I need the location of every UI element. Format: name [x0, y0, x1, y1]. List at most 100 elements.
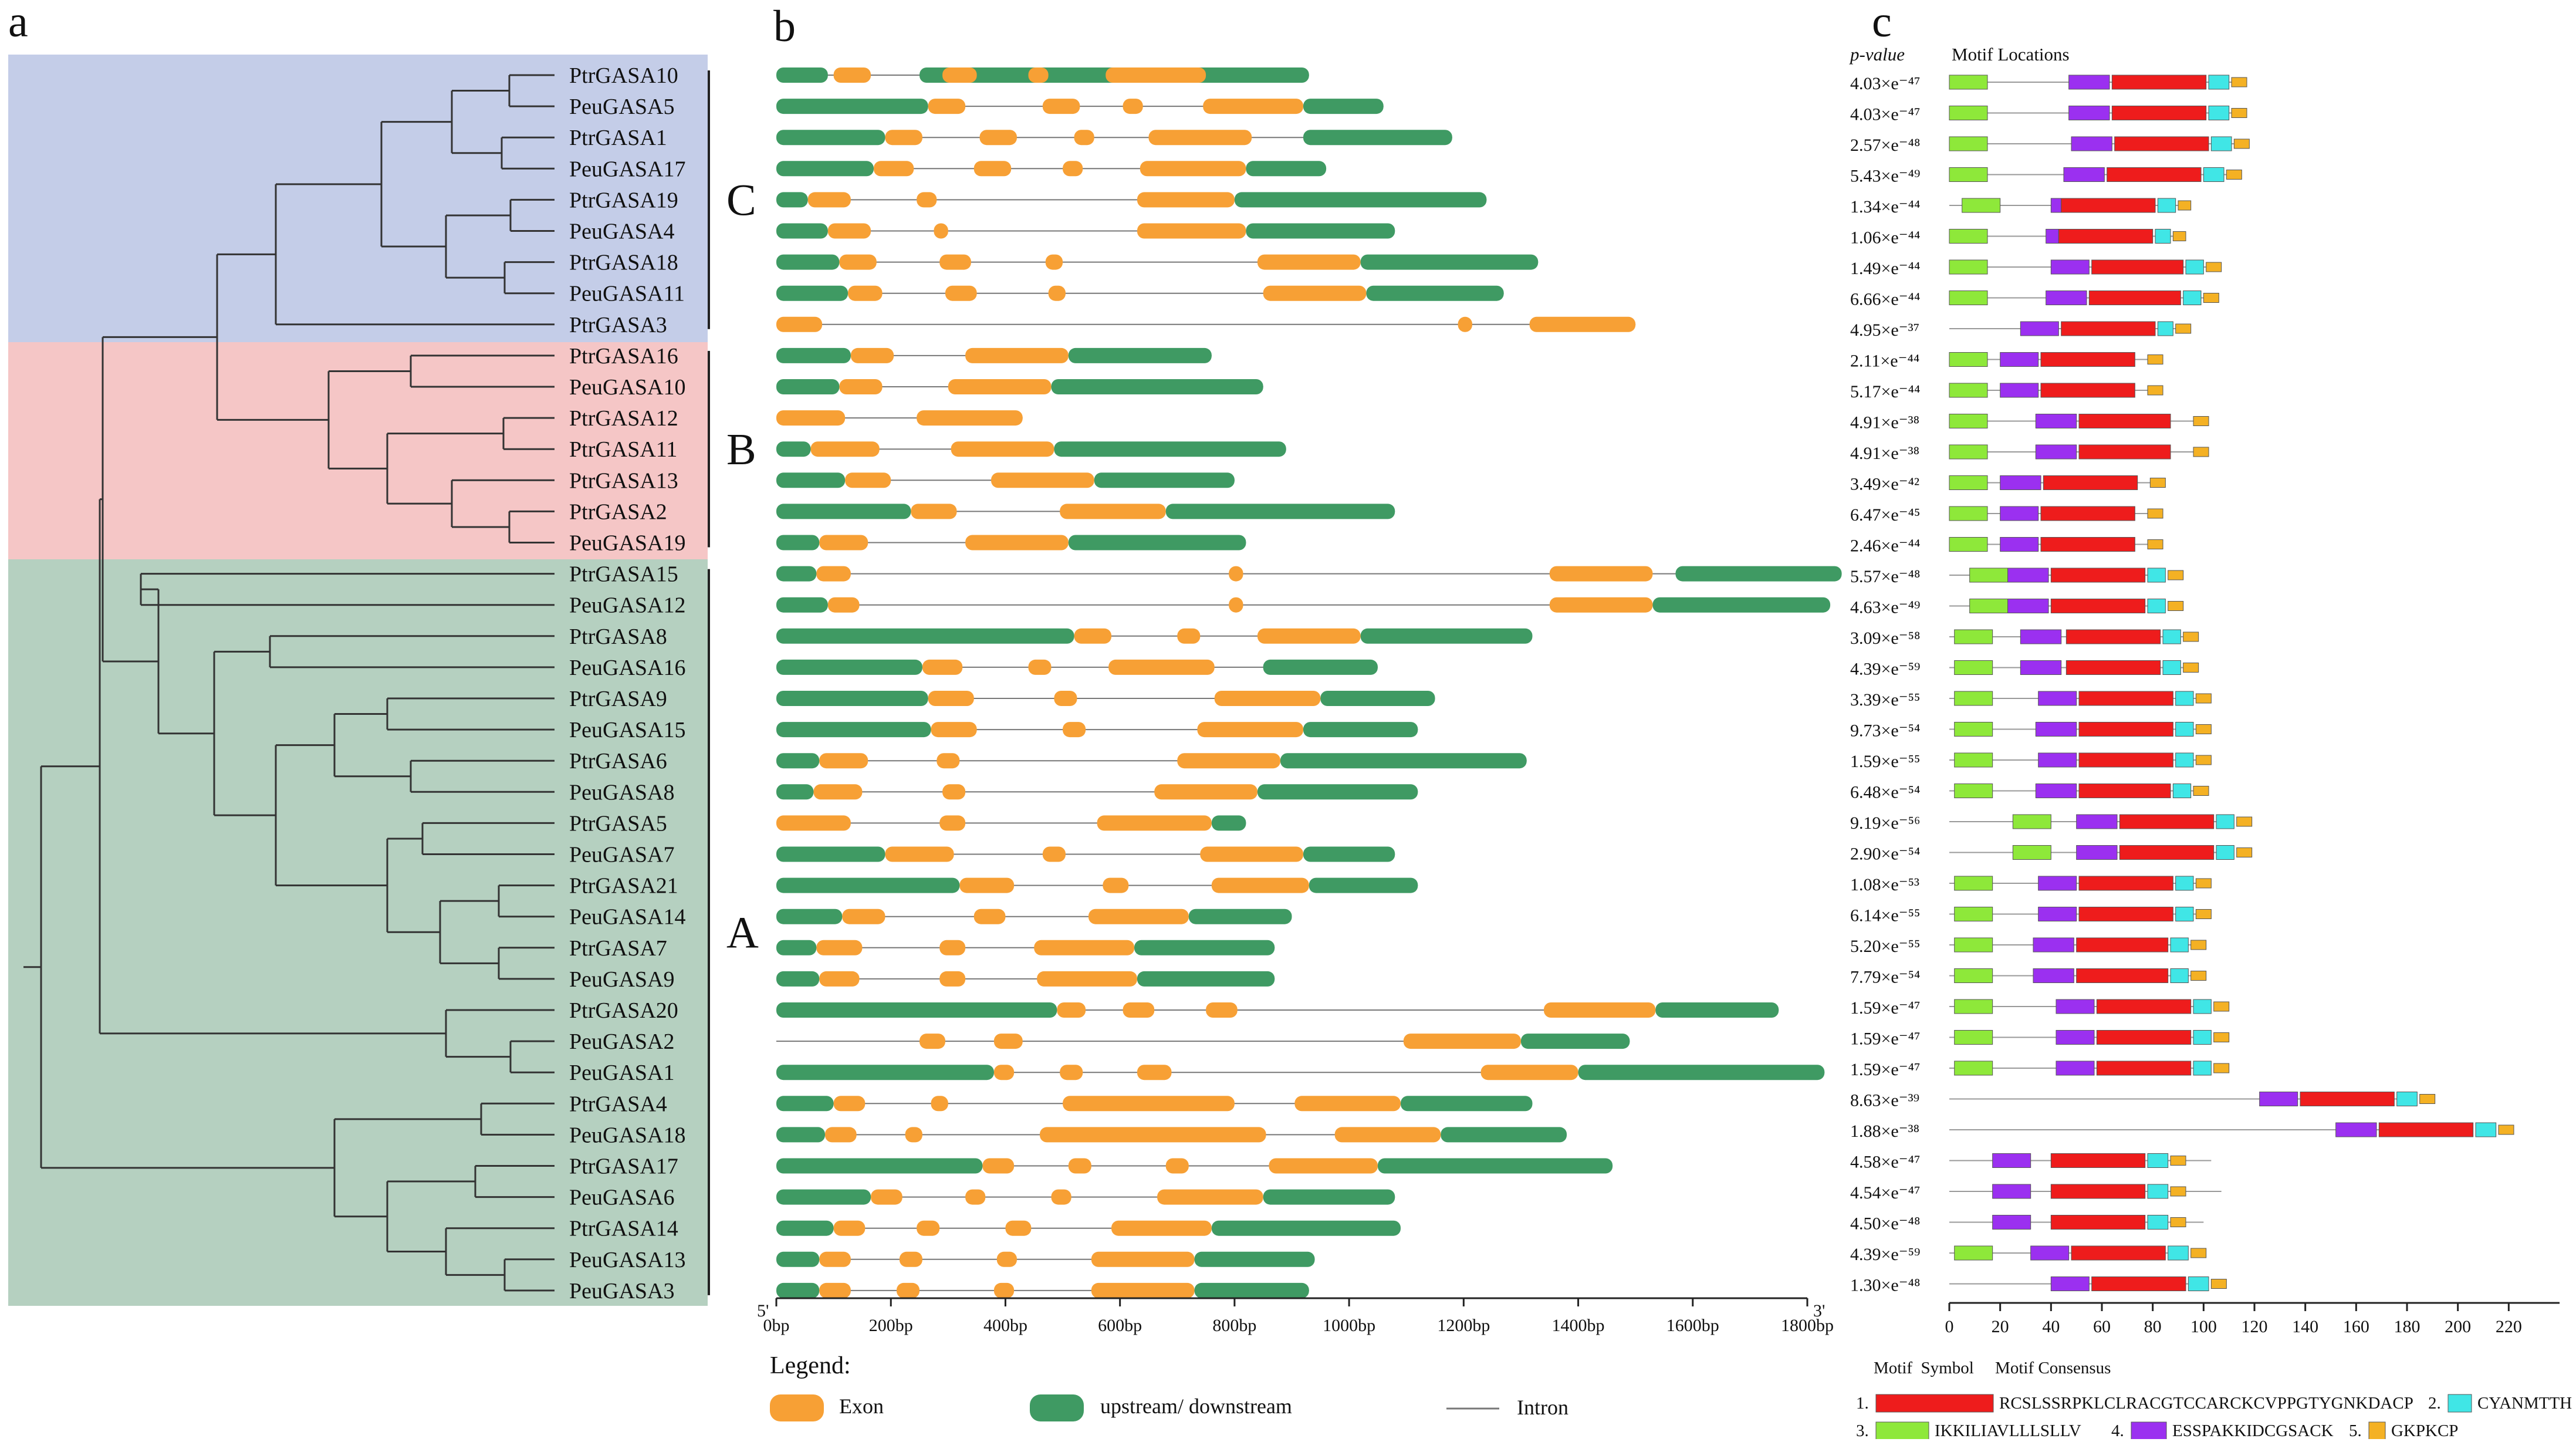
motif-pvalue: 5.20×e⁻⁵⁵ — [1850, 937, 1921, 956]
motif-5-block — [2170, 1156, 2186, 1166]
exon-block — [1480, 1065, 1578, 1080]
exon-block — [1269, 1158, 1378, 1174]
motif-1-block — [2065, 629, 2161, 644]
motif-3-block — [2012, 814, 2051, 829]
motif-4-block — [2000, 383, 2039, 398]
tree-leaf-label: PeuGASA11 — [569, 282, 685, 306]
exon-block — [905, 1127, 922, 1143]
motif-5-block — [2190, 940, 2207, 950]
utr-block — [1246, 161, 1327, 177]
tree-leaf-label: PtrGASA6 — [569, 749, 667, 774]
motif-pvalue: 5.17×e⁻⁴⁴ — [1850, 382, 1921, 401]
exon-block — [1197, 722, 1304, 738]
motif-legend-number: 5. — [2349, 1421, 2362, 1439]
motif-3-block — [1949, 106, 1988, 120]
exon-block — [1203, 99, 1304, 114]
motif-pvalue: 2.46×e⁻⁴⁴ — [1850, 536, 1921, 556]
exon-block — [1229, 566, 1243, 582]
utr-block — [776, 909, 843, 924]
motif-2-block — [2157, 321, 2173, 336]
motif-2-block — [2147, 1153, 2169, 1168]
motif-1-block — [2078, 907, 2173, 921]
motif-axis-tick-label: 80 — [2144, 1317, 2162, 1336]
utr-block — [1377, 1158, 1613, 1174]
motif-5-block — [2203, 293, 2219, 303]
motif-4-block — [1992, 1184, 2031, 1199]
utr-block — [776, 1158, 983, 1174]
exon-block — [1200, 846, 1304, 862]
exon-block — [816, 940, 863, 955]
motif-5-block — [2226, 170, 2242, 180]
motif-4-block — [2335, 1122, 2377, 1137]
tree-leaf-label: PeuGASA19 — [569, 531, 685, 556]
motif-3-block — [1949, 475, 1988, 490]
tree-leaf-label: PeuGASA9 — [569, 967, 674, 992]
exon-block — [931, 722, 977, 738]
tree-leaf-label: PtrGASA15 — [569, 562, 678, 587]
exon-block — [1137, 1065, 1172, 1080]
motif-3-block — [1949, 352, 1988, 367]
exon-block — [996, 1251, 1017, 1267]
utr-block — [776, 223, 828, 239]
clade-label: A — [726, 908, 759, 957]
motif-5-block — [2147, 354, 2163, 364]
utr-block — [776, 1002, 1057, 1018]
exon-block — [1051, 1189, 1071, 1205]
gene-axis-tick-label: 1000bp — [1323, 1316, 1375, 1335]
motif-1-block — [2078, 444, 2171, 460]
exon-block — [848, 285, 883, 301]
tree-leaf-label: PeuGASA5 — [569, 94, 674, 119]
utr-block — [1211, 815, 1246, 831]
tree-leaf-label: PtrGASA5 — [569, 811, 667, 836]
legend-utr-label: upstream/ downstream — [1100, 1394, 1292, 1418]
utr-block — [1578, 1065, 1825, 1080]
exon-block — [819, 753, 868, 769]
motif-legend-swatch — [1875, 1394, 1994, 1413]
utr-block — [1655, 1002, 1779, 1018]
utr-block — [1068, 347, 1212, 363]
exon-block — [1214, 691, 1321, 706]
exon-block — [919, 1034, 945, 1049]
motif-1-block — [2050, 1184, 2146, 1199]
exon-block — [928, 99, 966, 114]
tree-leaf-label: PeuGASA15 — [569, 718, 685, 742]
motif-locations-panel — [1949, 75, 2514, 1291]
motif-2-block — [2183, 291, 2202, 305]
motif-5-block — [2190, 1248, 2207, 1258]
clade-a-background — [8, 559, 708, 1306]
exon-block — [1206, 1002, 1238, 1018]
exon-block — [1042, 846, 1066, 862]
motif-2-block — [2170, 968, 2189, 983]
motif-pvalue: 2.90×e⁻⁵⁴ — [1850, 845, 1921, 864]
motif-3-block — [1954, 784, 1993, 798]
utr-block — [1441, 1127, 1567, 1143]
motif-2-block — [2193, 999, 2212, 1014]
exon-block — [807, 192, 851, 208]
exon-block — [1042, 99, 1080, 114]
motif-legend-consensus: GKPKCP — [2391, 1421, 2458, 1439]
exon-block — [1040, 1127, 1266, 1143]
motif-5-block — [2147, 539, 2163, 549]
motif-5-block — [2175, 323, 2192, 334]
motif-1-block — [2119, 814, 2215, 829]
exon-block — [1034, 940, 1135, 955]
exon-block — [993, 1034, 1023, 1049]
motif-1-block — [2050, 599, 2146, 613]
clade-c-background — [8, 55, 708, 342]
tree-leaf-label: PtrGASA10 — [569, 63, 678, 88]
motif-5-block — [2195, 724, 2212, 734]
exon-block — [948, 379, 1052, 394]
motif-1-block — [2065, 660, 2161, 675]
motif-1-block — [2096, 1061, 2192, 1076]
exon-block — [885, 130, 922, 146]
tree-leaf-label: PeuGASA16 — [569, 656, 685, 680]
tree-leaf-label: PtrGASA8 — [569, 624, 667, 649]
motif-4-block — [2033, 937, 2074, 953]
exon-block — [911, 504, 957, 519]
exon-block — [1123, 1002, 1155, 1018]
exon-block — [917, 192, 937, 208]
motif-3-block — [1954, 722, 1993, 737]
three-prime-label: 3' — [1813, 1301, 1825, 1321]
motif-pvalue: 4.63×e⁻⁴⁹ — [1850, 598, 1921, 617]
exon-block — [1054, 691, 1077, 706]
